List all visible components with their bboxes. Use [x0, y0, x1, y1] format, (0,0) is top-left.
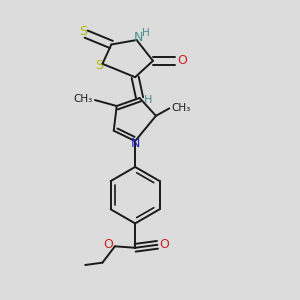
Text: CH₃: CH₃ — [74, 94, 93, 104]
Text: O: O — [103, 238, 113, 251]
Text: S: S — [95, 59, 103, 72]
Text: S: S — [79, 25, 87, 38]
Text: H: H — [142, 28, 149, 38]
Text: O: O — [159, 238, 169, 251]
Text: O: O — [177, 54, 187, 67]
Text: H: H — [144, 95, 153, 105]
Text: N: N — [130, 137, 140, 150]
Text: N: N — [134, 31, 143, 44]
Text: CH₃: CH₃ — [172, 103, 191, 113]
